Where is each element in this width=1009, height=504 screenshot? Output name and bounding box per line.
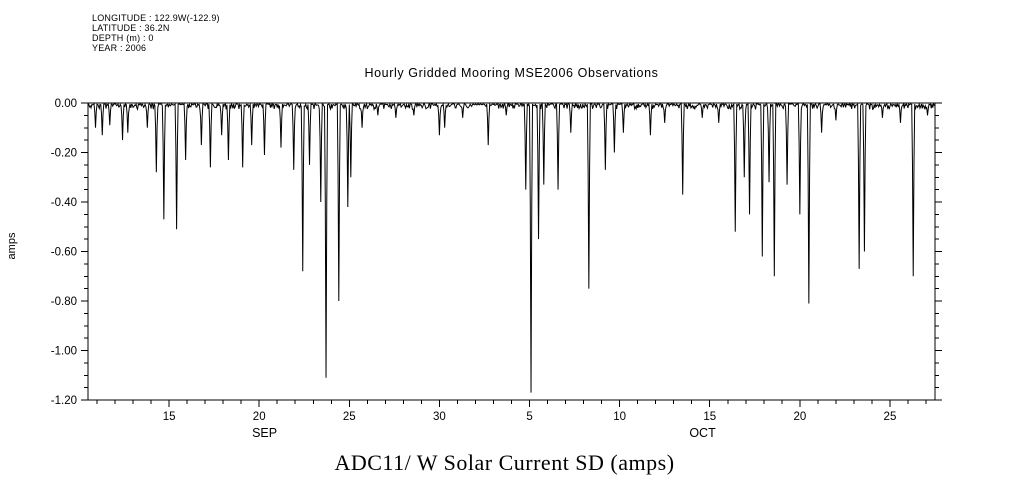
x-tick-label: 20 (793, 411, 806, 423)
plot-title: Hourly Gridded Mooring MSE2006 Observati… (364, 66, 659, 80)
x-tick-label: 25 (343, 411, 356, 423)
y-tick-label: 0.00 (55, 98, 77, 110)
x-tick-label: 25 (884, 411, 897, 423)
x-tick-label: 20 (253, 411, 266, 423)
chart-caption: ADC11/ W Solar Current SD (amps) (334, 450, 675, 475)
x-tick-label: 15 (703, 411, 716, 423)
x-axis-ticks (96, 400, 927, 407)
y-tick-label: -1.00 (51, 346, 77, 358)
data-series-path (87, 102, 936, 393)
metadata-depth: DEPTH (m) : 0 (92, 33, 154, 43)
y-axis-tick-labels: 0.00 -0.20 -0.40 -0.60 -0.80 -1.00 -1.20 (51, 98, 77, 407)
x-tick-label: 15 (163, 411, 176, 423)
metadata-longitude: LONGITUDE : 122.9W(-122.9) (92, 13, 220, 23)
x-tick-label: 5 (526, 411, 532, 423)
x-tick-label: 10 (613, 411, 626, 423)
metadata-year: YEAR : 2006 (92, 43, 147, 53)
station-metadata: LONGITUDE : 122.9W(-122.9) LATITUDE : 36… (92, 13, 220, 53)
month-label: OCT (689, 426, 716, 440)
y-tick-label: -0.80 (51, 296, 77, 308)
x-tick-label: 30 (433, 411, 446, 423)
y-axis-ticks (81, 102, 942, 401)
month-label: SEP (252, 426, 277, 440)
x-axis-tick-labels: 15 20 25 30 5 10 15 20 25 SEP OCT (163, 411, 897, 440)
metadata-latitude: LATITUDE : 36.2N (92, 23, 170, 33)
y-tick-label: -0.20 (51, 148, 77, 160)
y-tick-label: -0.60 (51, 247, 77, 259)
y-tick-label: -1.20 (51, 395, 77, 407)
y-tick-label: -0.40 (51, 197, 77, 209)
